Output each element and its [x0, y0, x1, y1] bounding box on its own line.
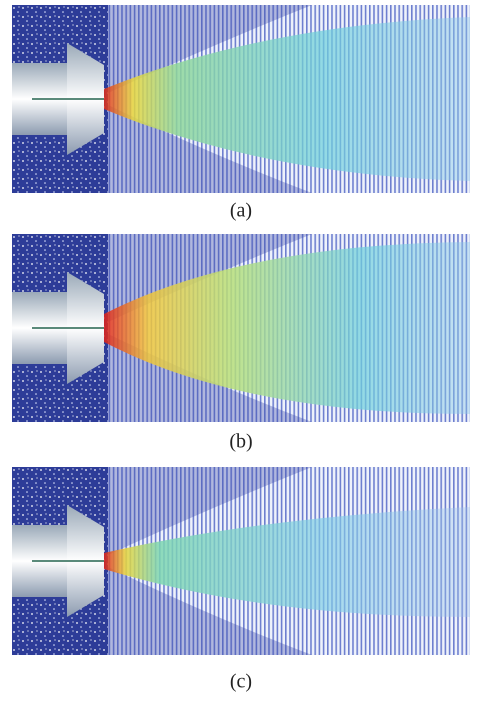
- panel-a: [11, 4, 471, 194]
- panel-c: [11, 466, 471, 656]
- panel-b: [11, 233, 471, 423]
- panel-label: (a): [230, 200, 252, 222]
- panel-label: (c): [230, 671, 252, 693]
- panel-label: (b): [229, 431, 252, 453]
